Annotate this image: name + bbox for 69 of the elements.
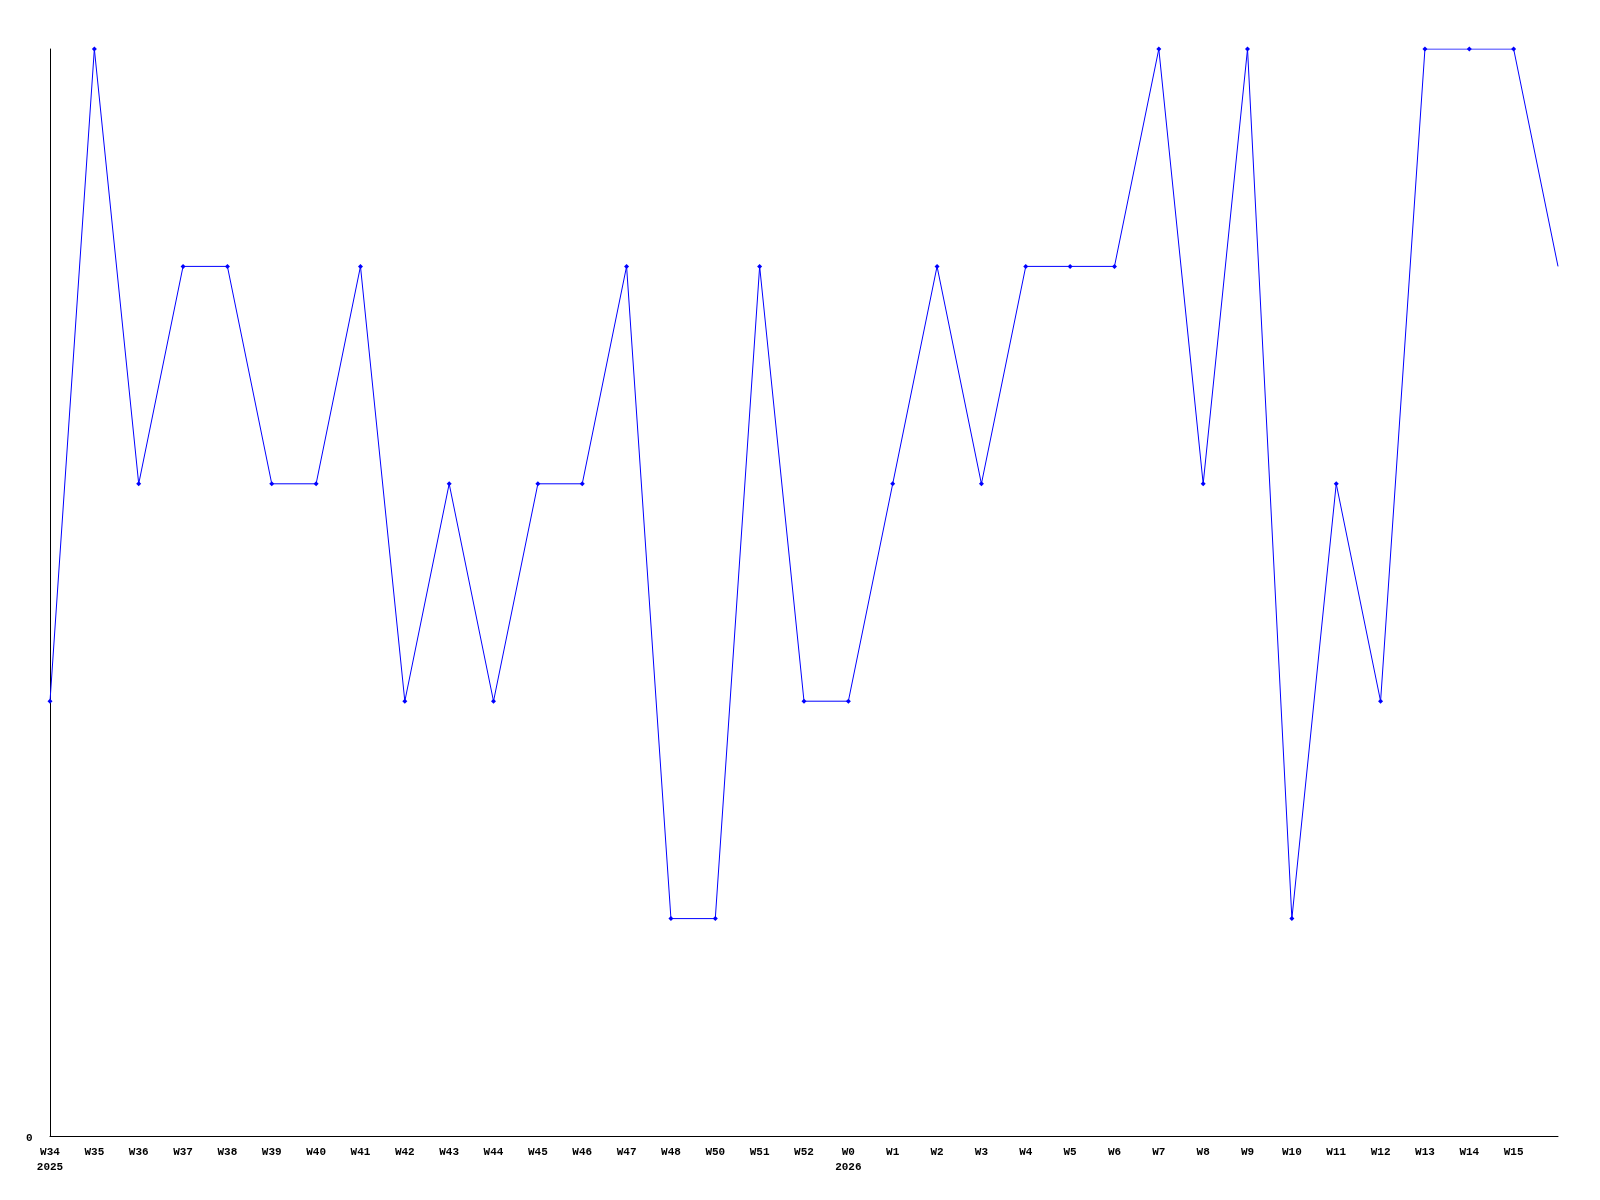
x-tick-label: W11 bbox=[1326, 1145, 1347, 1158]
point bbox=[91, 46, 97, 52]
x-tick-label: W14 bbox=[1459, 1145, 1480, 1158]
point bbox=[757, 263, 763, 269]
x-tick-label: W42 bbox=[394, 1145, 415, 1158]
point bbox=[357, 263, 363, 269]
x-tick-label: W35 bbox=[84, 1145, 105, 1158]
point bbox=[801, 698, 807, 704]
point bbox=[1289, 916, 1295, 922]
point bbox=[1333, 481, 1339, 487]
point bbox=[180, 263, 186, 269]
point bbox=[890, 481, 896, 487]
point bbox=[1511, 46, 1517, 52]
text: 0 bbox=[26, 1131, 33, 1144]
x-tick-label: W34 2025 bbox=[36, 1145, 64, 1173]
x-tick-label: W2 bbox=[930, 1145, 944, 1158]
x-tick-label: W15 bbox=[1503, 1145, 1524, 1158]
point bbox=[845, 698, 851, 704]
x-tick-label: W43 bbox=[439, 1145, 460, 1158]
x-tick-label: W0 2026 bbox=[835, 1145, 862, 1173]
x-tick-label: W36 bbox=[128, 1145, 149, 1158]
x-tick-label: W12 bbox=[1370, 1145, 1391, 1158]
x-tick-label: W41 bbox=[350, 1145, 371, 1158]
x-tick-label: W52 bbox=[794, 1145, 814, 1158]
point bbox=[1466, 46, 1472, 52]
point bbox=[579, 481, 585, 487]
x-tick-label: W40 bbox=[306, 1145, 327, 1158]
x-tick-label: W50 bbox=[705, 1145, 726, 1158]
point bbox=[1378, 698, 1384, 704]
x-tick-label: W44 bbox=[483, 1145, 504, 1158]
x-tick-label: W46 bbox=[572, 1145, 593, 1158]
point bbox=[535, 481, 541, 487]
x-tick-label: W13 bbox=[1415, 1145, 1436, 1158]
x-tick-label: W48 bbox=[661, 1145, 682, 1158]
point bbox=[1422, 46, 1428, 52]
point bbox=[1200, 481, 1206, 487]
point bbox=[1245, 46, 1251, 52]
point bbox=[1023, 263, 1029, 269]
x-tick-label: W45 bbox=[527, 1145, 549, 1158]
x-tick-label: W8 bbox=[1196, 1145, 1211, 1158]
x-tick-label: W37 bbox=[173, 1145, 193, 1158]
point bbox=[712, 916, 718, 922]
point bbox=[1111, 263, 1117, 269]
point bbox=[47, 698, 53, 704]
point bbox=[402, 698, 408, 704]
x-tick-label: W51 bbox=[749, 1145, 770, 1158]
point bbox=[313, 481, 319, 487]
x-tick-label: W7 bbox=[1152, 1145, 1166, 1158]
point bbox=[1156, 46, 1162, 52]
x-tick-label: W5 bbox=[1063, 1145, 1078, 1158]
x-tick-label: W6 bbox=[1107, 1145, 1122, 1158]
point bbox=[624, 263, 630, 269]
x-tick-label: W10 bbox=[1281, 1145, 1302, 1158]
x-tick-label: W47 bbox=[616, 1145, 637, 1158]
point bbox=[269, 481, 275, 487]
point bbox=[1067, 263, 1073, 269]
x-tick-label: W4 bbox=[1019, 1145, 1033, 1158]
point bbox=[978, 481, 984, 487]
point bbox=[668, 916, 674, 922]
x-tick-label: W38 bbox=[217, 1145, 238, 1158]
point bbox=[934, 263, 940, 269]
x-tick-label: W3 bbox=[974, 1145, 989, 1158]
point bbox=[136, 481, 142, 487]
point bbox=[224, 263, 230, 269]
point bbox=[446, 481, 452, 487]
x-tick-label: W9 bbox=[1240, 1145, 1255, 1158]
point bbox=[491, 698, 497, 704]
x-tick-label: W39 bbox=[261, 1145, 282, 1158]
x-tick-label: W1 bbox=[886, 1145, 900, 1158]
